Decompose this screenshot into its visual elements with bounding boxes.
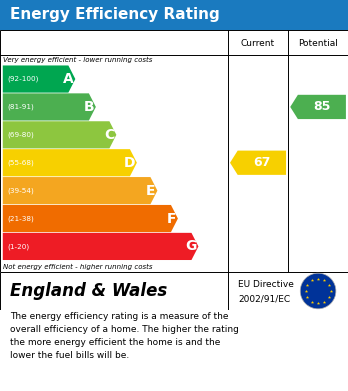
Text: Energy Efficiency Rating: Energy Efficiency Rating — [10, 7, 220, 23]
Polygon shape — [3, 205, 178, 232]
Text: Not energy efficient - higher running costs: Not energy efficient - higher running co… — [3, 264, 153, 270]
Text: 2002/91/EC: 2002/91/EC — [238, 295, 291, 304]
Polygon shape — [3, 177, 157, 204]
Polygon shape — [290, 95, 346, 119]
Text: (69-80): (69-80) — [8, 132, 34, 138]
Polygon shape — [3, 65, 75, 93]
Text: C: C — [104, 128, 114, 142]
Polygon shape — [3, 233, 198, 260]
Text: England & Wales: England & Wales — [10, 282, 168, 300]
Text: The energy efficiency rating is a measure of the
overall efficiency of a home. T: The energy efficiency rating is a measur… — [10, 312, 239, 360]
Text: B: B — [84, 100, 94, 114]
Polygon shape — [3, 93, 96, 120]
Text: E: E — [146, 184, 156, 197]
Text: 85: 85 — [314, 100, 331, 113]
Ellipse shape — [300, 273, 336, 309]
Text: 67: 67 — [254, 156, 271, 169]
Text: D: D — [124, 156, 135, 170]
Text: (92-100): (92-100) — [8, 76, 39, 82]
Text: Potential: Potential — [298, 39, 338, 48]
Text: (55-68): (55-68) — [8, 160, 34, 166]
Text: Current: Current — [241, 39, 275, 48]
Text: (21-38): (21-38) — [8, 215, 34, 222]
Text: G: G — [185, 239, 197, 253]
Text: A: A — [63, 72, 74, 86]
Text: Very energy efficient - lower running costs: Very energy efficient - lower running co… — [3, 57, 153, 63]
Text: (81-91): (81-91) — [8, 104, 34, 110]
Text: (39-54): (39-54) — [8, 187, 34, 194]
Polygon shape — [3, 149, 137, 176]
Text: EU Directive: EU Directive — [238, 280, 294, 289]
Text: F: F — [167, 212, 176, 226]
Polygon shape — [230, 151, 286, 175]
Text: (1-20): (1-20) — [8, 243, 30, 250]
Polygon shape — [3, 121, 116, 149]
